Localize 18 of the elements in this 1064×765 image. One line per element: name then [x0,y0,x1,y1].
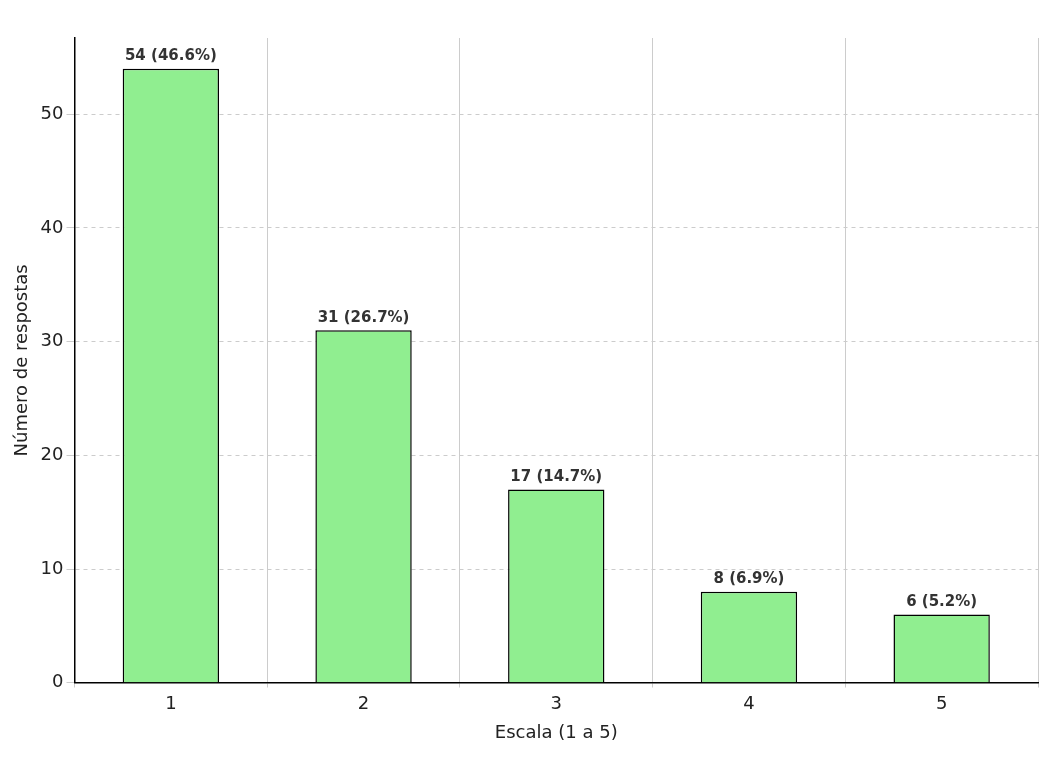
y-tick-label: 0 [52,670,64,692]
x-tick-label: 3 [550,692,562,714]
data-label: 54 (46.6%) [124,46,217,65]
x-tick-label: 4 [743,692,755,714]
x-tick-label: 1 [165,692,177,714]
data-label: 31 (26.7%) [317,307,410,326]
y-tick-label: 30 [40,329,64,351]
data-label: 17 (14.7%) [510,466,603,485]
x-tick-label: 2 [357,692,370,714]
data-label: 6 (5.2%) [906,591,978,610]
y-tick-label: 10 [40,556,64,578]
y-tick-label: 50 [40,101,64,123]
data-label: 8 (6.9%) [713,569,785,588]
x-tick-label: 5 [935,692,948,714]
y-tick-label: 40 [40,215,64,237]
y-tick-label: 20 [40,443,64,465]
x-axis-title: Escala (1 a 5) [494,720,618,742]
y-axis-title: Número de respostas [10,264,32,457]
